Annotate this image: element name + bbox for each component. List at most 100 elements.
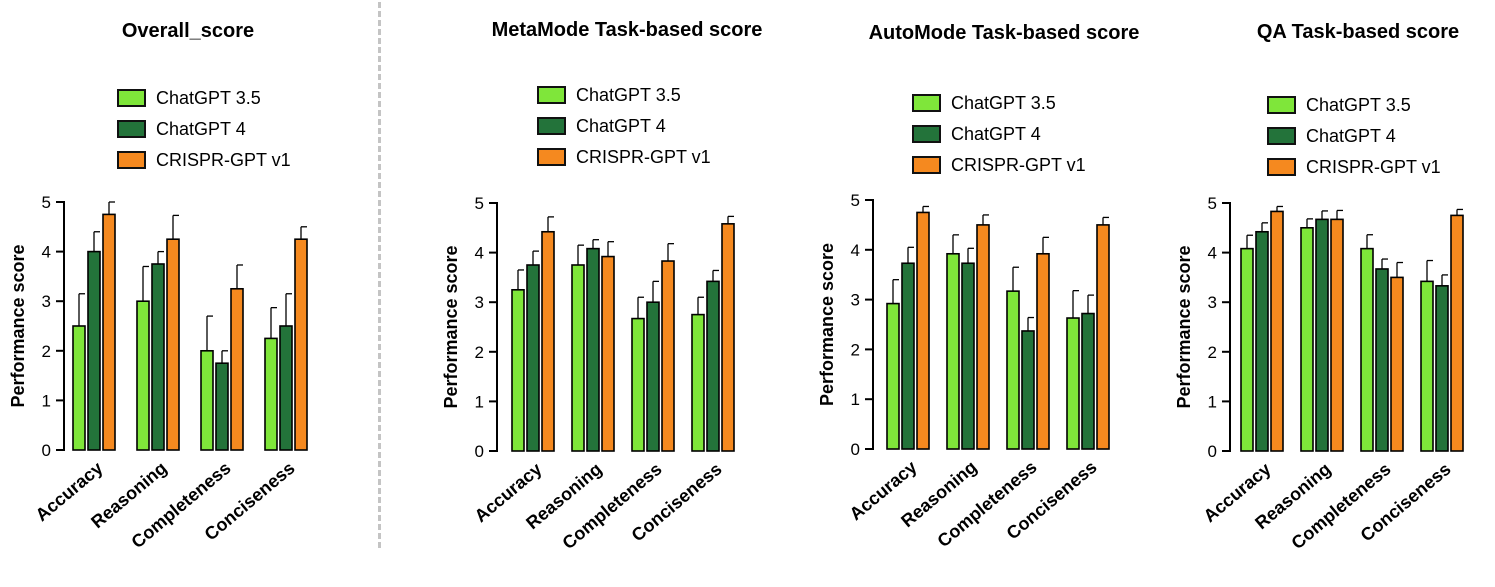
- legend: ChatGPT 3.5 ChatGPT 4 CRISPR-GPT v1: [117, 88, 291, 170]
- bar: [916, 211, 930, 450]
- bar: [1240, 247, 1254, 452]
- bar: [886, 302, 900, 450]
- legend-label: CRISPR-GPT v1: [951, 155, 1086, 175]
- legend: ChatGPT 3.5 ChatGPT 4 CRISPR-GPT v1: [1267, 95, 1441, 177]
- legend-label: ChatGPT 4: [576, 116, 666, 136]
- bar: [571, 264, 585, 452]
- chart-title: Overall_score: [122, 20, 254, 42]
- y-tick-label: 0: [42, 441, 51, 460]
- y-tick-label: 4: [42, 243, 51, 262]
- legend-label: ChatGPT 4: [951, 124, 1041, 144]
- bar: [264, 337, 278, 451]
- bar: [721, 223, 735, 452]
- bar: [1435, 285, 1449, 452]
- bar: [1006, 290, 1020, 450]
- y-tick-label: 2: [42, 342, 51, 361]
- y-tick-label: 2: [1208, 343, 1217, 362]
- bar: [1081, 312, 1095, 450]
- bar: [691, 313, 705, 452]
- y-tick-label: 0: [1208, 442, 1217, 461]
- legend-label: ChatGPT 3.5: [156, 88, 261, 108]
- y-tick-label: 3: [1208, 293, 1217, 312]
- y-tick-label: 3: [851, 291, 860, 310]
- bar: [87, 250, 101, 451]
- bar: [526, 264, 540, 452]
- chart-title: MetaMode Task-based score: [492, 19, 763, 41]
- y-tick-label: 0: [475, 442, 484, 461]
- bar: [136, 300, 150, 451]
- legend-label: CRISPR-GPT v1: [576, 147, 711, 167]
- y-tick-label: 2: [851, 340, 860, 359]
- bar: [294, 238, 308, 451]
- y-tick-label: 5: [42, 193, 51, 212]
- bar: [661, 260, 675, 452]
- bar: [151, 263, 165, 451]
- bar: [586, 247, 600, 452]
- bar: [706, 280, 720, 452]
- bar: [1375, 268, 1389, 452]
- bar: [901, 262, 915, 450]
- bar: [1450, 214, 1464, 452]
- bar: [646, 301, 660, 452]
- bar: [1096, 224, 1110, 450]
- bar: [1315, 218, 1329, 452]
- bar: [230, 287, 244, 451]
- y-axis-label: Performance score: [817, 243, 837, 406]
- y-tick-label: 3: [42, 292, 51, 311]
- y-tick-label: 1: [475, 392, 484, 411]
- y-axis-label: Performance score: [441, 245, 461, 408]
- legend-swatch: [1267, 96, 1296, 114]
- bar: [1330, 218, 1344, 452]
- legend-swatch: [117, 151, 146, 169]
- y-tick-label: 4: [1208, 244, 1217, 263]
- legend-label: ChatGPT 3.5: [1306, 95, 1411, 115]
- legend-swatch: [1267, 127, 1296, 145]
- legend-label: ChatGPT 4: [1306, 126, 1396, 146]
- bar: [1360, 247, 1374, 452]
- bar: [1420, 280, 1434, 452]
- legend-label: CRISPR-GPT v1: [1306, 157, 1441, 177]
- y-axis-label: Performance score: [8, 244, 28, 407]
- bar: [511, 288, 525, 452]
- bar: [961, 262, 975, 450]
- bar: [541, 230, 555, 452]
- legend-swatch: [912, 94, 941, 112]
- bar: [215, 362, 229, 451]
- bar: [1300, 227, 1314, 452]
- bar: [1021, 330, 1035, 450]
- y-tick-label: 5: [851, 191, 860, 210]
- y-tick-label: 3: [475, 293, 484, 312]
- y-tick-label: 5: [1208, 194, 1217, 213]
- y-tick-label: 0: [851, 440, 860, 459]
- legend-swatch: [117, 120, 146, 138]
- bar: [1036, 252, 1050, 450]
- legend-swatch: [537, 117, 566, 135]
- bar: [601, 255, 615, 452]
- legend-swatch: [537, 86, 566, 104]
- legend: ChatGPT 3.5 ChatGPT 4 CRISPR-GPT v1: [537, 85, 711, 167]
- bar: [1066, 317, 1080, 450]
- legend-swatch: [537, 148, 566, 166]
- legend: ChatGPT 3.5 ChatGPT 4 CRISPR-GPT v1: [912, 93, 1086, 175]
- bar: [976, 224, 990, 450]
- y-tick-label: 5: [475, 194, 484, 213]
- y-tick-label: 4: [851, 241, 860, 260]
- bar: [166, 238, 180, 451]
- chart-title: QA Task-based score: [1257, 21, 1459, 43]
- bar: [946, 252, 960, 450]
- bar: [1390, 276, 1404, 452]
- y-tick-label: 4: [475, 244, 484, 263]
- panel-divider: [378, 2, 381, 548]
- bar: [1255, 230, 1269, 452]
- bar: [102, 213, 116, 451]
- legend-swatch: [117, 89, 146, 107]
- legend-label: CRISPR-GPT v1: [156, 150, 291, 170]
- legend-swatch: [912, 125, 941, 143]
- bar: [72, 325, 86, 451]
- y-axis-label: Performance score: [1174, 245, 1194, 408]
- legend-swatch: [912, 156, 941, 174]
- y-tick-label: 1: [851, 390, 860, 409]
